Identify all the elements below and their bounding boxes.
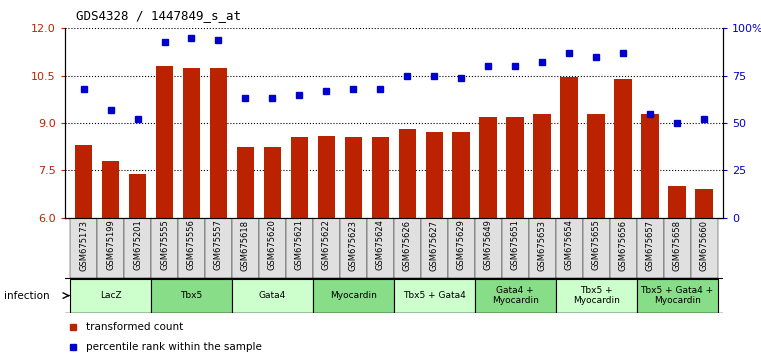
Text: GSM675201: GSM675201 <box>133 219 142 270</box>
Bar <box>340 218 367 278</box>
Bar <box>371 137 389 218</box>
Bar <box>232 218 259 278</box>
Bar <box>70 218 97 278</box>
Bar <box>583 218 610 278</box>
Text: GSM675653: GSM675653 <box>538 219 546 270</box>
Bar <box>610 218 637 278</box>
Text: transformed count: transformed count <box>86 322 183 332</box>
Text: percentile rank within the sample: percentile rank within the sample <box>86 342 262 352</box>
Bar <box>313 218 340 278</box>
Bar <box>129 173 146 218</box>
Bar <box>501 218 529 278</box>
Bar <box>286 218 313 278</box>
Text: GSM675656: GSM675656 <box>619 219 628 270</box>
Bar <box>399 129 416 218</box>
Bar <box>367 218 394 278</box>
Text: GSM675624: GSM675624 <box>376 219 385 270</box>
Text: GSM675655: GSM675655 <box>591 219 600 270</box>
Text: GSM675660: GSM675660 <box>699 219 708 270</box>
Bar <box>263 147 281 218</box>
Bar <box>447 218 475 278</box>
Text: GSM675199: GSM675199 <box>106 219 115 270</box>
Bar <box>178 218 205 278</box>
Bar <box>642 114 659 218</box>
Text: GDS4328 / 1447849_s_at: GDS4328 / 1447849_s_at <box>76 9 241 22</box>
Bar <box>556 218 583 278</box>
Bar <box>475 279 556 313</box>
Bar <box>479 117 497 218</box>
Text: Tbx5: Tbx5 <box>180 291 202 300</box>
Text: GSM675629: GSM675629 <box>457 219 466 270</box>
Text: GSM675658: GSM675658 <box>673 219 682 270</box>
Text: GSM675618: GSM675618 <box>241 219 250 270</box>
Text: GSM675651: GSM675651 <box>511 219 520 270</box>
Bar <box>237 147 254 218</box>
Bar <box>587 114 605 218</box>
Bar <box>556 279 637 313</box>
Text: GSM675657: GSM675657 <box>645 219 654 270</box>
Bar <box>124 218 151 278</box>
Text: GSM675620: GSM675620 <box>268 219 277 270</box>
Text: Tbx5 + Gata4 +
Myocardin: Tbx5 + Gata4 + Myocardin <box>641 286 714 305</box>
Text: GSM675627: GSM675627 <box>430 219 439 270</box>
Bar <box>317 136 335 218</box>
Text: Tbx5 + Gata4: Tbx5 + Gata4 <box>403 291 466 300</box>
Bar <box>394 218 421 278</box>
Bar <box>232 279 313 313</box>
Bar <box>453 132 470 218</box>
Bar <box>475 218 501 278</box>
Bar <box>205 218 232 278</box>
Bar <box>529 218 556 278</box>
Text: GSM675556: GSM675556 <box>187 219 196 270</box>
Bar <box>259 218 286 278</box>
Bar <box>637 279 718 313</box>
Bar <box>151 218 178 278</box>
Bar <box>421 218 447 278</box>
Bar <box>151 279 232 313</box>
Text: GSM675173: GSM675173 <box>79 219 88 270</box>
Text: Gata4 +
Myocardin: Gata4 + Myocardin <box>492 286 539 305</box>
Text: GSM675622: GSM675622 <box>322 219 331 270</box>
Bar <box>668 186 686 218</box>
Text: Myocardin: Myocardin <box>330 291 377 300</box>
Text: LacZ: LacZ <box>100 291 121 300</box>
Bar <box>507 117 524 218</box>
Bar <box>637 218 664 278</box>
Bar <box>696 189 713 218</box>
Bar <box>533 114 551 218</box>
Text: infection: infection <box>4 291 49 301</box>
Bar <box>75 145 92 218</box>
Bar <box>690 218 718 278</box>
Text: GSM675649: GSM675649 <box>484 219 492 270</box>
Bar <box>394 279 475 313</box>
Text: GSM675654: GSM675654 <box>565 219 574 270</box>
Bar <box>210 68 228 218</box>
Bar <box>614 79 632 218</box>
Text: GSM675623: GSM675623 <box>349 219 358 270</box>
Bar <box>102 161 119 218</box>
Bar <box>183 68 200 218</box>
Bar <box>97 218 124 278</box>
Text: Gata4: Gata4 <box>259 291 286 300</box>
Bar <box>664 218 690 278</box>
Text: GSM675557: GSM675557 <box>214 219 223 270</box>
Text: GSM675626: GSM675626 <box>403 219 412 270</box>
Text: Tbx5 +
Myocardin: Tbx5 + Myocardin <box>573 286 619 305</box>
Text: GSM675555: GSM675555 <box>160 219 169 270</box>
Bar <box>560 77 578 218</box>
Bar <box>70 279 151 313</box>
Bar <box>313 279 394 313</box>
Bar <box>291 137 308 218</box>
Bar <box>345 137 362 218</box>
Bar <box>156 66 174 218</box>
Text: GSM675621: GSM675621 <box>295 219 304 270</box>
Bar <box>425 132 443 218</box>
